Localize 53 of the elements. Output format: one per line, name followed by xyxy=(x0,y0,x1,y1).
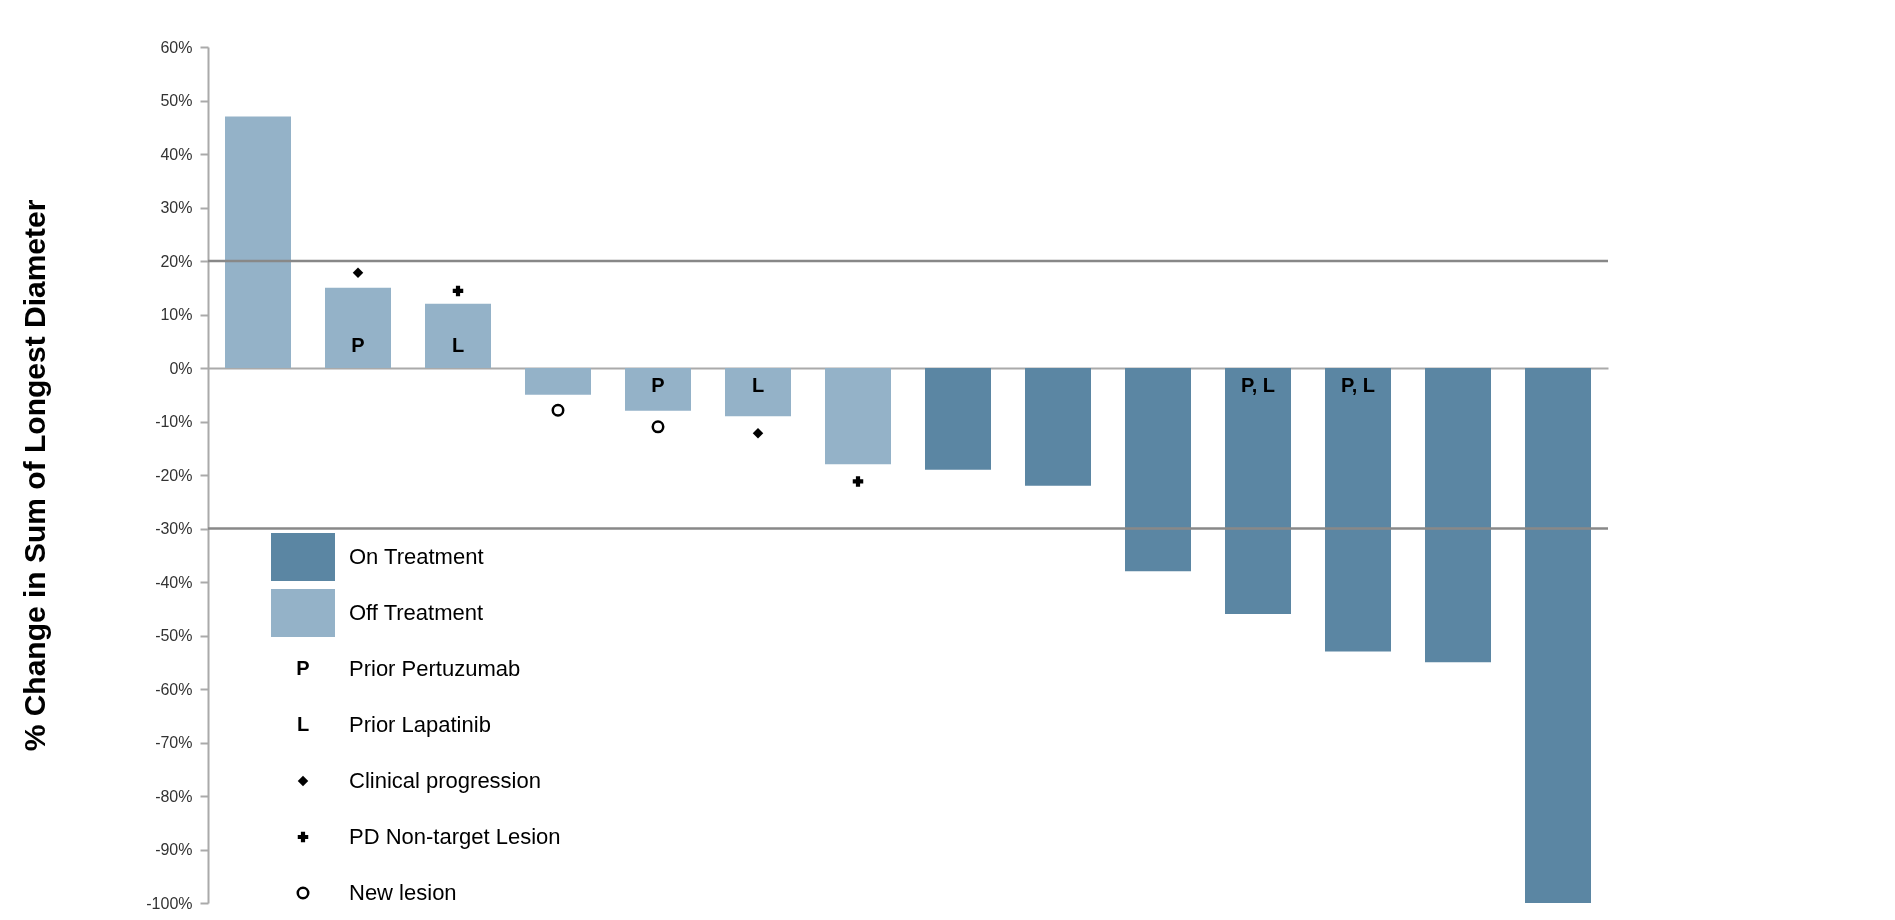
y-tick-label: -100% xyxy=(146,894,193,912)
bar xyxy=(925,368,991,470)
bar xyxy=(425,303,491,368)
bar xyxy=(325,287,391,368)
bar xyxy=(1125,368,1191,572)
bar xyxy=(625,368,691,411)
y-tick-label: -30% xyxy=(155,520,193,537)
y-tick-label: 40% xyxy=(160,145,193,163)
point xyxy=(852,476,864,487)
y-tick-label: -60% xyxy=(155,680,193,698)
y-tick-label: -20% xyxy=(155,466,193,484)
bar xyxy=(1325,368,1391,652)
point xyxy=(651,420,665,434)
bar xyxy=(1025,368,1091,486)
bar xyxy=(1525,368,1591,903)
legend-label: New lesion xyxy=(349,880,457,905)
data-label: P, L xyxy=(1340,374,1376,396)
annotation: Prior Lapatinib xyxy=(349,712,491,737)
legend-label: PD Non-target Lesion xyxy=(349,824,561,849)
y-tick-label: -40% xyxy=(155,573,193,591)
data-label: P xyxy=(651,374,665,396)
bar xyxy=(725,368,791,417)
y-tick-label: 60% xyxy=(160,38,193,56)
bar xyxy=(825,368,891,465)
y-tick-label: 0% xyxy=(169,359,193,377)
data-label: P, L xyxy=(1240,374,1276,396)
point xyxy=(352,267,364,279)
data-label: L xyxy=(451,334,465,356)
point xyxy=(452,285,464,297)
bar xyxy=(1425,368,1491,663)
y-tick-label: 10% xyxy=(160,306,193,323)
annotation: P xyxy=(296,657,310,679)
legend-label: On Treatment xyxy=(349,544,484,569)
y-tick-label: 20% xyxy=(160,252,193,270)
y-tick-label: -50% xyxy=(155,627,193,644)
annotation: L xyxy=(296,713,310,735)
data-label: L xyxy=(751,374,765,396)
annotation: Prior Pertuzumab xyxy=(349,656,521,681)
y-tick-label: -80% xyxy=(155,787,193,805)
bar xyxy=(525,368,591,395)
bar xyxy=(1225,368,1291,615)
legend-label: Off Treatment xyxy=(349,600,484,625)
legend-label: Clinical progression xyxy=(349,768,541,793)
y-tick-label: -10% xyxy=(155,413,193,430)
y-tick-label: 50% xyxy=(160,92,193,109)
data-label: P xyxy=(351,334,365,356)
y-axis-title: % Change in Sum of Longest Diameter xyxy=(18,199,52,752)
y-tick-label: -90% xyxy=(155,841,193,858)
y-tick-label: -70% xyxy=(155,734,193,751)
point xyxy=(752,428,764,439)
point xyxy=(551,403,565,417)
bar xyxy=(225,116,291,368)
y-tick-label: 30% xyxy=(160,199,193,216)
